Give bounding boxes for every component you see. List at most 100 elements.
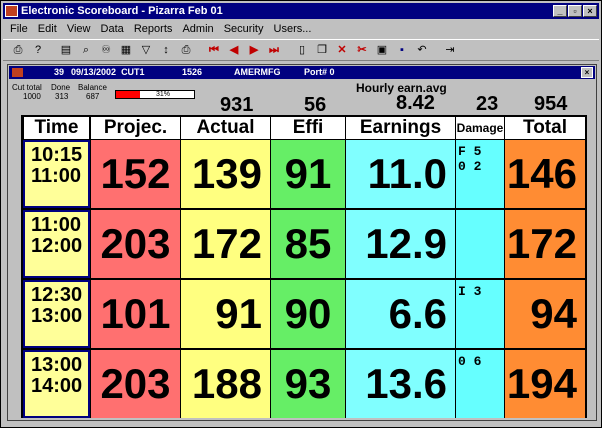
find-icon[interactable]: ⌕: [82, 44, 90, 56]
menu-security[interactable]: Security: [223, 23, 264, 35]
preview-icon[interactable]: ▤: [60, 44, 72, 56]
menu-data[interactable]: Data: [100, 23, 124, 35]
earnings-cell: 12.9: [346, 210, 455, 278]
damage-line-1: 0 6: [458, 354, 482, 369]
time-from: 13:00: [31, 354, 83, 376]
damage-cell: I 3: [456, 280, 504, 348]
next-icon[interactable]: ▶: [249, 44, 259, 56]
menu-users[interactable]: Users...: [273, 23, 312, 35]
header-time: Time: [24, 117, 89, 139]
grid-icon[interactable]: ▦: [120, 44, 132, 56]
disk-icon[interactable]: ▪: [400, 44, 404, 56]
header-effi: Effi: [271, 117, 345, 139]
balance-percent: 31%: [156, 91, 171, 98]
earnings-cell: 13.6: [346, 350, 455, 418]
prev-icon[interactable]: ◀: [229, 44, 239, 56]
time-to: 13:00: [31, 305, 83, 327]
toolbar: ⎙ ? ▤ ⌕ ♾ ▦ ▽ ↕ ⎙ ⏮ ◀ ▶ ⏭ ▯ ❐ ✕ ✂ ▣ ▪ ↶ …: [3, 39, 599, 61]
printer-icon[interactable]: ⎙: [181, 44, 191, 56]
menu-view[interactable]: View: [66, 23, 91, 35]
cut-total-label: Cut total: [12, 83, 42, 92]
effi-cell: 91: [271, 140, 345, 208]
balance-label: Balance: [78, 83, 107, 92]
hourly-earn-value: 8.42: [396, 92, 435, 114]
menu-file[interactable]: File: [10, 23, 28, 35]
maximize-button[interactable]: ▫: [568, 5, 582, 17]
menu-reports[interactable]: Reports: [133, 23, 173, 35]
menu-bar: File Edit View Data Reports Admin Securi…: [3, 21, 599, 37]
effi-cell: 85: [271, 210, 345, 278]
scoreboard-close-button[interactable]: ×: [581, 67, 593, 78]
time-to: 12:00: [31, 235, 83, 257]
close-button[interactable]: ×: [583, 5, 597, 17]
time-cell: 11:00 12:00: [23, 210, 90, 278]
print-icon[interactable]: ⎙: [13, 44, 23, 56]
grand-total: 954: [534, 93, 568, 115]
actual-cell: 139: [181, 140, 270, 208]
damage-cell: [456, 210, 504, 278]
header-earnings: Earnings: [346, 117, 455, 139]
total-cell: 172: [505, 210, 585, 278]
first-icon[interactable]: ⏮: [209, 44, 219, 56]
time-to: 11:00: [31, 165, 82, 187]
damage-total: 23: [476, 93, 499, 115]
projec-cell: 203: [91, 210, 180, 278]
undo-icon[interactable]: ↶: [417, 44, 427, 56]
total-cell: 146: [505, 140, 585, 208]
earnings-cell: 6.6: [346, 280, 455, 348]
exit-icon[interactable]: ⇥: [445, 44, 455, 56]
scoreboard-icon: [12, 68, 23, 77]
record-code: 1526: [182, 67, 203, 77]
header-damage: Damage: [456, 117, 504, 139]
menu-admin[interactable]: Admin: [182, 23, 214, 35]
balance-progress-fill: [116, 91, 141, 98]
time-to: 14:00: [31, 375, 83, 397]
projec-cell: 203: [91, 350, 180, 418]
actual-total: 931: [220, 94, 254, 116]
balance-value: 687: [86, 92, 100, 101]
header-projec: Projec.: [91, 117, 180, 139]
done-value: 313: [55, 92, 69, 101]
header-actual: Actual: [181, 117, 270, 139]
damage-line-2: 0 2: [458, 159, 482, 174]
damage-cell: 0 6: [456, 350, 504, 418]
time-from: 11:00: [31, 214, 82, 236]
window-title: Electronic Scoreboard - Pizarra Feb 01: [21, 5, 223, 17]
balance-progress-bar: 31%: [115, 90, 195, 99]
new-icon[interactable]: ▯: [298, 44, 306, 56]
time-from: 12:30: [31, 284, 83, 306]
filter-icon[interactable]: ▽: [141, 44, 151, 56]
projec-cell: 152: [91, 140, 180, 208]
effi-total: 56: [304, 94, 327, 116]
total-cell: 194: [505, 350, 585, 418]
effi-cell: 90: [271, 280, 345, 348]
minimize-button[interactable]: _: [553, 5, 567, 17]
save-icon[interactable]: ▣: [376, 44, 388, 56]
last-icon[interactable]: ⏭: [269, 44, 279, 56]
scoreboard-table: Time Projec. Actual Effi Earnings Damage Total…: [21, 115, 587, 418]
actual-cell: 91: [181, 280, 270, 348]
hourly-earn-label: Hourly earn.avg: [356, 81, 447, 95]
line-number: 39: [54, 67, 65, 77]
title-bar: Electronic Scoreboard - Pizarra Feb 01 _…: [3, 3, 599, 19]
menu-edit[interactable]: Edit: [37, 23, 57, 35]
time-cell: 12:30 13:00: [23, 280, 90, 348]
actual-cell: 188: [181, 350, 270, 418]
time-from: 10:15: [31, 144, 83, 166]
help-icon[interactable]: ?: [34, 44, 42, 56]
copy-icon[interactable]: ❐: [317, 44, 327, 56]
header-total: Total: [505, 117, 585, 139]
delete-icon[interactable]: ✕: [337, 44, 347, 56]
effi-cell: 93: [271, 350, 345, 418]
sort-icon[interactable]: ↕: [163, 44, 169, 56]
customer-name: AMERMFG: [234, 67, 281, 77]
time-cell: 13:00 14:00: [23, 350, 90, 418]
cut-icon[interactable]: ✂: [357, 44, 367, 56]
time-cell: 10:15 11:00: [23, 140, 90, 208]
app-icon: [5, 5, 18, 17]
damage-line-1: F 5: [458, 144, 482, 159]
damage-line-1: I 3: [458, 284, 482, 299]
scoreboard-window: 39 09/13/2002 CUT1 1526 AMERMFG Port# 0 …: [7, 64, 597, 421]
binoculars-icon[interactable]: ♾: [101, 44, 111, 56]
actual-cell: 172: [181, 210, 270, 278]
